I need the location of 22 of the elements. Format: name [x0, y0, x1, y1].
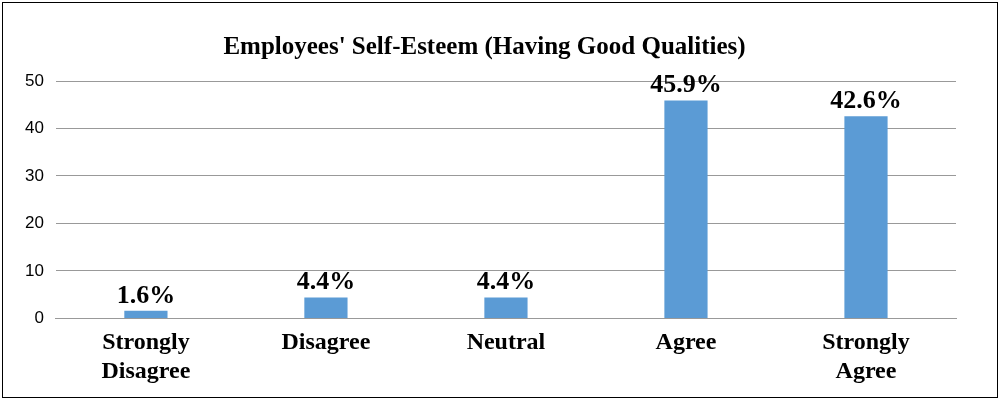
data-label: 1.6%	[116, 279, 176, 309]
bar	[124, 310, 168, 318]
data-label: 45.9%	[650, 69, 722, 99]
y-tick-label: 0	[34, 308, 44, 328]
data-label: 4.4%	[476, 266, 536, 296]
y-tick-label: 40	[24, 118, 44, 138]
x-tick-label: Strongly Disagree	[101, 328, 191, 383]
y-tick-label: 10	[24, 260, 44, 280]
x-tick-label: Strongly Agree	[822, 328, 910, 383]
y-tick-label: 30	[24, 165, 44, 185]
x-tick-label: Neutral	[466, 328, 546, 354]
data-label: 42.6%	[830, 84, 902, 114]
y-tick-label: 20	[24, 213, 44, 233]
bar	[304, 297, 348, 318]
chart-title: Employees' Self-Esteem (Having Good Qualities)	[223, 32, 746, 61]
y-tick-label: 50	[24, 70, 44, 90]
bar	[484, 297, 528, 318]
bar	[844, 116, 888, 318]
x-tick-label: Disagree	[281, 328, 371, 354]
data-label: 4.4%	[296, 266, 356, 296]
bar	[664, 100, 708, 318]
x-tick-label: Agree	[655, 328, 717, 354]
